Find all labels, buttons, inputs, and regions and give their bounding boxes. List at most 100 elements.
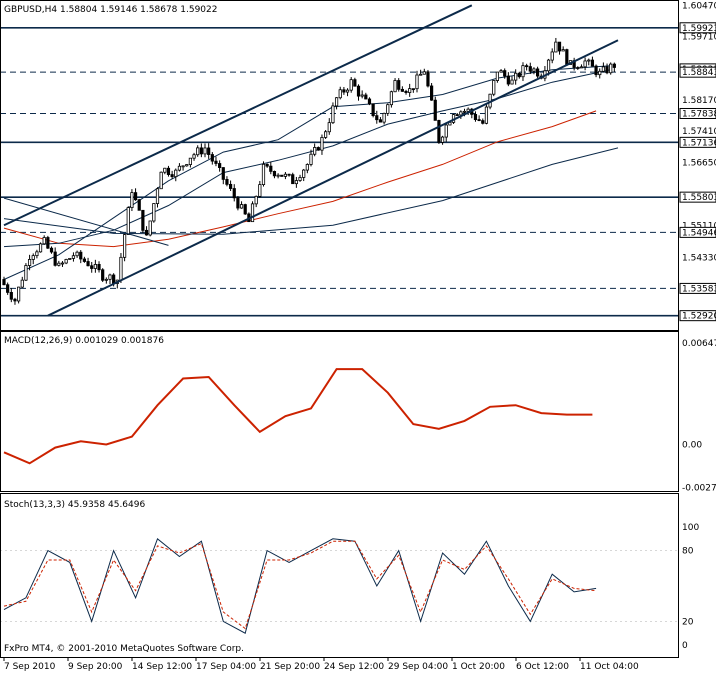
- candle-body: [152, 203, 156, 222]
- price-tag-box: [679, 282, 716, 294]
- candle-body: [415, 74, 419, 90]
- candle-body: [360, 94, 364, 97]
- candle-body: [499, 70, 503, 73]
- candle-body: [174, 169, 178, 178]
- price-tag-label: 1.59923: [682, 24, 716, 34]
- channel-trend-line: [47, 39, 619, 317]
- candle-body: [481, 120, 485, 124]
- candle-body: [484, 106, 489, 124]
- candle-body: [473, 113, 478, 121]
- candle-body: [440, 136, 445, 143]
- candle-body: [280, 174, 284, 177]
- candle-body: [455, 114, 459, 117]
- candle-body: [426, 71, 430, 87]
- candle-body: [148, 220, 152, 236]
- price-tag: 1.55803: [679, 191, 716, 203]
- candle-body: [159, 171, 163, 190]
- price-tag: 1.57136: [679, 136, 716, 148]
- channel-trend-line: [3, 197, 169, 246]
- candle-body: [521, 65, 525, 78]
- candle-body: [561, 49, 565, 52]
- candle-body: [225, 178, 229, 185]
- candle-body: [506, 75, 510, 85]
- candle-body: [68, 258, 72, 260]
- price-tick-label: 1.58170: [682, 96, 716, 106]
- candle-body: [612, 63, 616, 68]
- price-tag: 1.57838: [679, 107, 716, 119]
- candle-body: [214, 160, 218, 164]
- moving-average-line: [3, 110, 597, 248]
- candle-body: [185, 164, 189, 167]
- price-tag-label: 1.55803: [682, 193, 716, 203]
- candle-body: [364, 94, 368, 100]
- candle-body: [444, 124, 448, 138]
- candle-body: [378, 119, 383, 123]
- stochastic-panel: [0, 537, 678, 634]
- price-tag-box: [679, 310, 716, 322]
- candle-body: [345, 89, 350, 93]
- candle-body: [272, 171, 277, 177]
- candle-body: [349, 79, 353, 91]
- candle-body: [587, 59, 591, 62]
- candle-body: [400, 88, 404, 92]
- candle-body: [459, 111, 463, 116]
- stoch-line: [3, 540, 597, 630]
- candle-body: [291, 174, 295, 185]
- candle-body: [221, 167, 225, 180]
- candle-body: [228, 183, 233, 189]
- candle-body: [294, 180, 298, 185]
- candle-body: [207, 147, 211, 155]
- candle-body: [353, 79, 357, 87]
- price-tag-label: 1.58843: [682, 68, 716, 78]
- candle-body: [565, 49, 569, 65]
- candle-body: [492, 80, 496, 95]
- candle-body: [57, 262, 61, 266]
- candle-body: [254, 195, 258, 205]
- price-tag: 1.59923: [679, 22, 716, 34]
- candle-body: [525, 65, 529, 68]
- candle-body: [331, 105, 335, 124]
- candle-body: [49, 247, 54, 253]
- candle-body: [243, 204, 247, 215]
- price-tick-label: 1.54330: [682, 254, 716, 264]
- candle-body: [82, 258, 87, 262]
- candle-body: [199, 147, 203, 155]
- stoch-tick-label: 100: [682, 523, 699, 533]
- main-title: GBPUSD,H4 1.58804 1.59146 1.58678 1.5902…: [4, 5, 217, 15]
- candle-body: [101, 269, 105, 281]
- candle-body: [170, 174, 174, 178]
- candle-body: [590, 59, 595, 67]
- candle-body: [218, 163, 222, 168]
- candle-body: [411, 88, 415, 91]
- channel-trend-line: [3, 4, 473, 227]
- price-tag: 1.53583: [679, 282, 716, 294]
- price-tick-label: 1.57410: [682, 127, 716, 137]
- candle-body: [42, 237, 46, 245]
- candle-body: [430, 85, 434, 101]
- price-tag-label: 1.57838: [682, 109, 716, 119]
- candle-body: [517, 72, 521, 78]
- candle-body: [462, 110, 467, 113]
- moving-average-line: [3, 65, 611, 280]
- candle-body: [126, 207, 130, 235]
- candle-body: [510, 79, 514, 85]
- candle-body: [258, 184, 262, 197]
- candle-body: [188, 157, 192, 165]
- time-tick-label: 29 Sep 04:00: [388, 662, 448, 672]
- candle-body: [38, 243, 43, 253]
- candle-body: [119, 256, 123, 281]
- candle-body: [528, 66, 532, 72]
- candle-body: [64, 259, 68, 264]
- candle-body: [31, 255, 35, 260]
- candle-body: [53, 251, 57, 266]
- main-price-panel: [0, 4, 678, 317]
- candle-body: [141, 209, 145, 231]
- candle-body: [389, 91, 394, 106]
- candle-body: [192, 154, 196, 159]
- candle-body: [20, 279, 24, 288]
- candle-body: [27, 259, 32, 266]
- candle-body: [375, 115, 379, 121]
- candle-body: [324, 131, 328, 138]
- candle-body: [605, 66, 609, 74]
- candle-body: [130, 192, 134, 208]
